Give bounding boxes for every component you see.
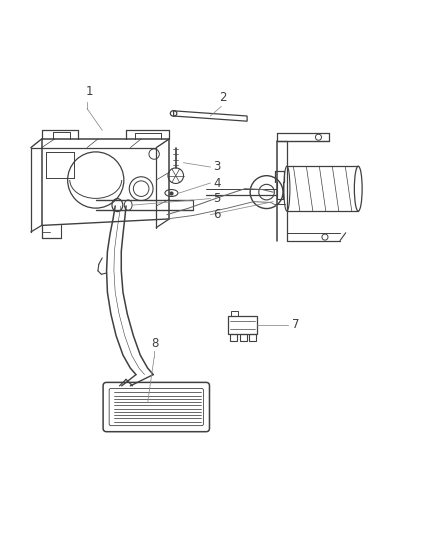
Bar xyxy=(240,334,247,341)
Text: 5: 5 xyxy=(213,192,221,205)
Bar xyxy=(230,334,237,341)
Bar xyxy=(231,311,237,316)
Text: 8: 8 xyxy=(152,336,159,350)
Bar xyxy=(249,334,256,341)
Bar xyxy=(228,316,257,334)
Text: 1: 1 xyxy=(85,85,93,98)
Text: 2: 2 xyxy=(219,91,227,104)
Text: 3: 3 xyxy=(213,160,221,173)
Text: 4: 4 xyxy=(213,176,221,190)
Text: 6: 6 xyxy=(213,208,221,221)
Text: 7: 7 xyxy=(292,318,299,332)
